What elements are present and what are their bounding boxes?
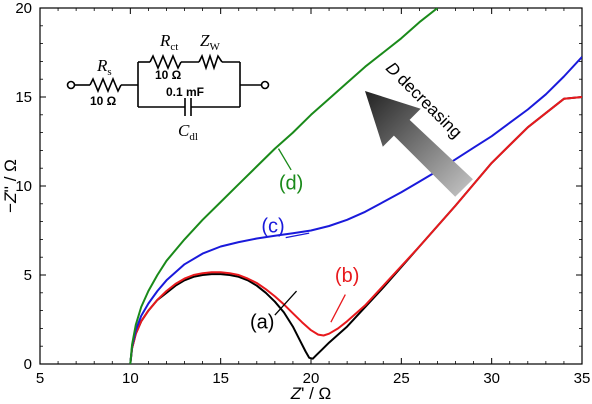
series-label-c: (c)	[261, 215, 284, 237]
series-label-b: (b)	[335, 265, 359, 287]
equivalent-circuit	[66, 53, 270, 116]
y-axis-label: −Z'' / Ω	[1, 159, 20, 213]
rct-value: 10 Ω	[155, 68, 182, 82]
series-line-a	[129, 96, 582, 364]
cap-value: 0.1 mF	[166, 85, 204, 99]
x-tick-label: 10	[122, 370, 139, 387]
plot-frame	[39, 7, 583, 365]
x-tick-label: 35	[574, 370, 591, 387]
series-leader-line	[274, 290, 298, 316]
x-tick-label: 30	[483, 370, 500, 387]
series-line-b	[129, 96, 582, 364]
resistor-rct	[149, 53, 182, 71]
resistor-rs	[89, 76, 122, 94]
y-tick-label: 10	[15, 178, 32, 195]
x-tick-label: 15	[212, 370, 229, 387]
rs-label: Rs	[96, 56, 112, 78]
series-label-a: (a)	[250, 311, 274, 333]
series-line-d	[129, 8, 439, 364]
y-tick-label: 5	[24, 267, 32, 284]
warburg-element	[198, 53, 223, 71]
series-leader-line	[330, 294, 346, 323]
arrow-shape	[365, 91, 473, 197]
cdl-label: Cdl	[178, 121, 198, 143]
rs-value: 10 Ω	[90, 94, 117, 108]
circuit-labels: Rs 10 Ω Rct 10 Ω ZW 0.1 mF Cdl	[90, 31, 220, 143]
x-axis-label: Z' / Ω	[290, 384, 332, 403]
series-layer	[129, 8, 582, 364]
y-tick-label: 20	[15, 0, 32, 17]
y-tick-label: 15	[15, 89, 32, 106]
series-labels: (a) (b) (c) (d)	[250, 148, 359, 333]
x-tick-label: 5	[36, 370, 44, 387]
x-tick-label: 25	[393, 370, 410, 387]
series-line-c	[129, 56, 582, 364]
zw-label: ZW	[200, 31, 220, 53]
y-tick-label: 0	[24, 356, 32, 373]
x-tick-label: 20	[303, 370, 320, 387]
series-leader-line	[277, 148, 292, 171]
d-decreasing-arrow: Ddecreasing	[365, 58, 473, 197]
series-leader-line	[285, 232, 310, 239]
series-label-d: (d)	[279, 173, 303, 195]
rct-label: Rct	[159, 31, 178, 53]
